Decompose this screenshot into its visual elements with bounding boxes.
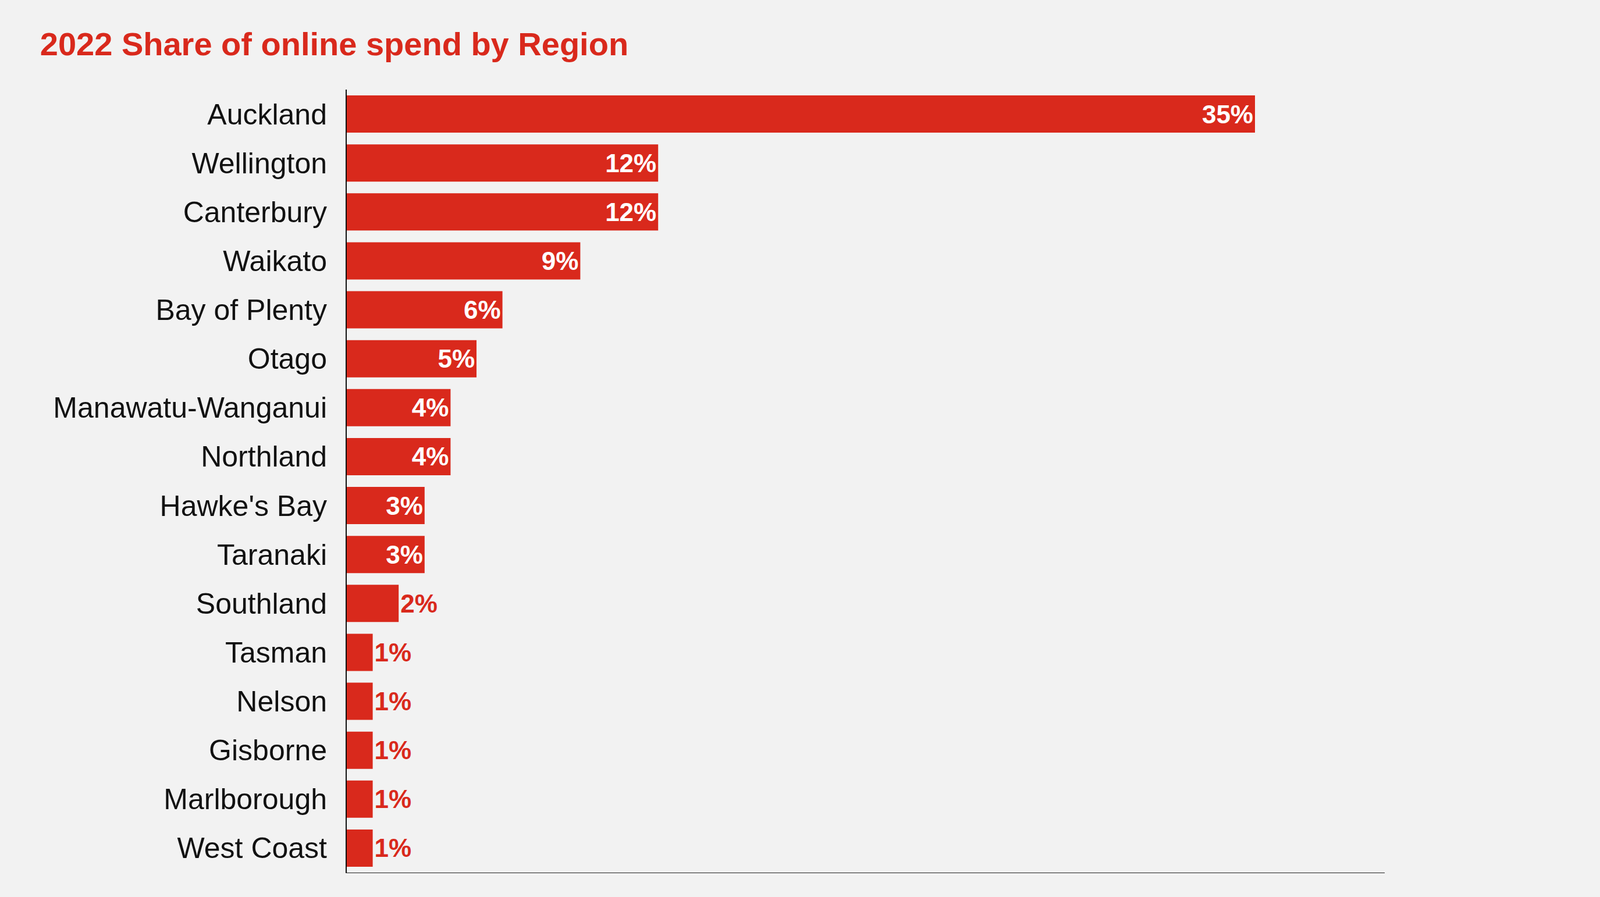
svg-text:2022 Share of online spend by: 2022 Share of online spend by Region	[40, 25, 629, 63]
svg-text:2%: 2%	[400, 589, 438, 618]
svg-text:1%: 1%	[374, 736, 412, 765]
svg-text:Northland: Northland	[200, 440, 327, 474]
svg-text:Southland: Southland	[196, 587, 327, 621]
svg-text:4%: 4%	[411, 442, 450, 471]
svg-text:Wellington: Wellington	[191, 147, 327, 180]
svg-text:Hawke's Bay: Hawke's Bay	[160, 489, 327, 523]
svg-text:5%: 5%	[437, 344, 475, 373]
svg-text:4%: 4%	[411, 393, 450, 422]
svg-text:Marlborough: Marlborough	[163, 783, 327, 816]
svg-text:Bay of Plenty: Bay of Plenty	[155, 293, 327, 327]
svg-text:1%: 1%	[374, 833, 412, 863]
svg-text:Nelson: Nelson	[236, 685, 327, 718]
svg-text:9%: 9%	[541, 246, 579, 276]
svg-text:12%: 12%	[605, 197, 657, 227]
svg-text:1%: 1%	[374, 687, 412, 716]
svg-text:1%: 1%	[374, 784, 412, 814]
svg-text:12%: 12%	[605, 148, 657, 178]
svg-text:Otago: Otago	[247, 342, 327, 376]
svg-text:Canterbury: Canterbury	[183, 196, 327, 229]
svg-text:6%: 6%	[463, 295, 501, 325]
svg-text:Waikato: Waikato	[222, 244, 327, 278]
svg-text:Auckland: Auckland	[207, 98, 327, 131]
svg-text:Taranaki: Taranaki	[217, 538, 327, 572]
svg-text:Manawatu-Wanganui: Manawatu-Wanganui	[52, 391, 327, 425]
svg-text:35%: 35%	[1202, 100, 1254, 129]
svg-text:Gisborne: Gisborne	[208, 734, 327, 767]
svg-text:3%: 3%	[385, 540, 423, 570]
svg-text:Tasman: Tasman	[225, 636, 327, 670]
svg-text:3%: 3%	[385, 491, 423, 521]
svg-text:1%: 1%	[374, 638, 412, 667]
svg-text:West Coast: West Coast	[177, 832, 328, 865]
